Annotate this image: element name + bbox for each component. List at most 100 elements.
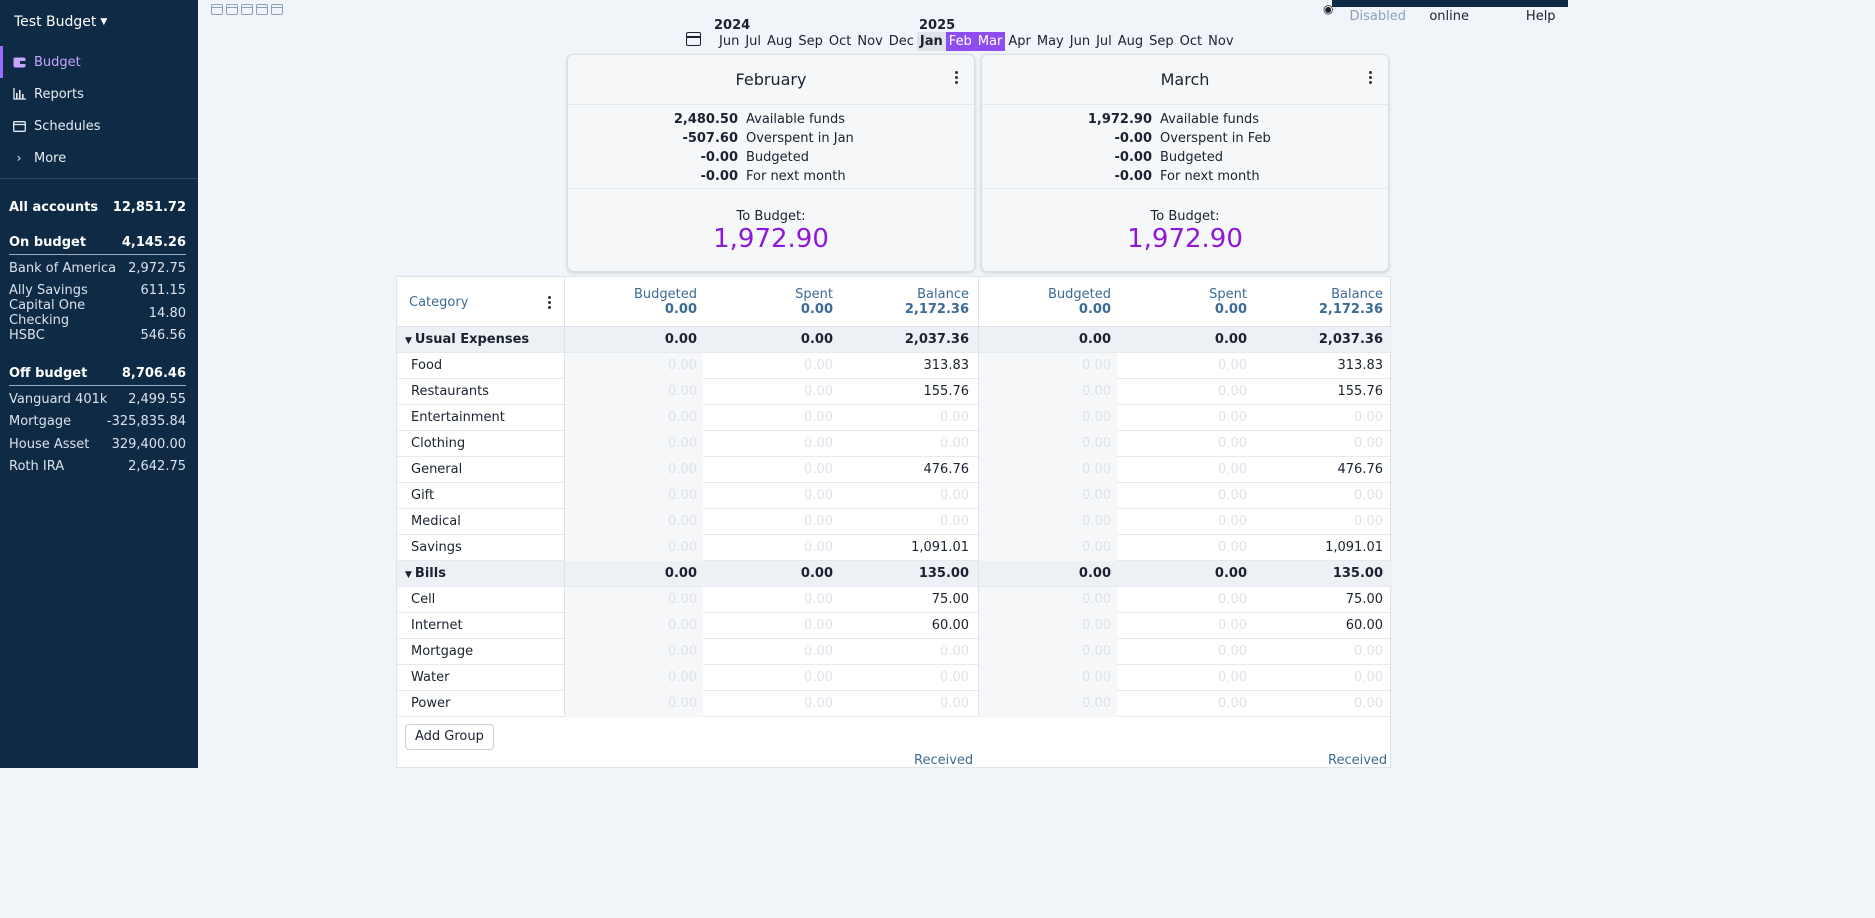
balance-cell[interactable]: 0.00 xyxy=(940,644,969,659)
balance-cell[interactable]: 2,037.36 xyxy=(1318,332,1383,347)
month-oct[interactable]: Oct xyxy=(828,34,852,49)
category-name[interactable]: Savings xyxy=(411,540,462,555)
budget-input-cell[interactable] xyxy=(565,457,703,483)
budgeted-cell[interactable]: 0.00 xyxy=(668,488,697,503)
category-name[interactable]: Mortgage xyxy=(411,644,473,659)
budget-input-cell[interactable] xyxy=(565,353,703,379)
budgeted-cell[interactable]: 0.00 xyxy=(668,514,697,529)
balance-cell[interactable]: 0.00 xyxy=(1354,514,1383,529)
balance-cell[interactable]: 0.00 xyxy=(1354,670,1383,685)
calendar-icon[interactable] xyxy=(241,4,253,15)
balance-cell[interactable]: 0.00 xyxy=(1354,436,1383,451)
budgeted-cell[interactable]: 0.00 xyxy=(668,696,697,711)
account-row[interactable]: Capital One Checking 14.80 xyxy=(9,298,186,328)
category-group-row[interactable]: ▼ Bills 0.00 0.00 135.00 0.00 0.00 135.00 xyxy=(397,561,1392,587)
group-name[interactable]: ▼ Usual Expenses xyxy=(405,332,529,347)
calendar-icon[interactable] xyxy=(226,4,238,15)
more-vertical-icon[interactable] xyxy=(548,296,551,309)
category-row[interactable]: Savings 0.00 0.00 1,091.01 0.00 0.00 1,091.01 xyxy=(397,535,1392,561)
more-vertical-icon[interactable] xyxy=(1369,71,1372,84)
month-mar[interactable]: Mar xyxy=(974,32,1006,51)
budget-input-cell[interactable] xyxy=(565,379,703,405)
category-name[interactable]: Clothing xyxy=(411,436,465,451)
category-row[interactable]: Water 0.00 0.00 0.00 0.00 0.00 0.00 xyxy=(397,665,1392,691)
account-row[interactable]: House Asset 329,400.00 xyxy=(9,433,186,456)
balance-cell[interactable]: 0.00 xyxy=(940,436,969,451)
budgeted-cell[interactable]: 0.00 xyxy=(1082,514,1111,529)
budget-input-cell[interactable] xyxy=(565,431,703,457)
month-feb[interactable]: Feb xyxy=(945,32,975,51)
month-sep[interactable]: Sep xyxy=(798,34,823,49)
budgeted-cell[interactable]: 0.00 xyxy=(1082,644,1111,659)
budget-input-cell[interactable] xyxy=(565,691,703,717)
sidebar-item-schedules[interactable]: Schedules xyxy=(0,110,198,142)
budgeted-cell[interactable]: 0.00 xyxy=(1078,332,1111,347)
budgeted-cell[interactable]: 0.00 xyxy=(1082,410,1111,425)
budget-input-cell[interactable] xyxy=(565,665,703,691)
category-row[interactable]: Food 0.00 0.00 313.83 0.00 0.00 313.83 xyxy=(397,353,1392,379)
month-nov[interactable]: Nov xyxy=(857,34,883,49)
balance-cell[interactable]: 155.76 xyxy=(1337,384,1384,399)
budget-input-cell[interactable] xyxy=(979,665,1117,691)
eye-icon[interactable]: ◉ xyxy=(1323,2,1334,16)
balance-cell[interactable]: 476.76 xyxy=(1337,462,1384,477)
category-row[interactable]: General 0.00 0.00 476.76 0.00 0.00 476.76 xyxy=(397,457,1392,483)
category-name[interactable]: Food xyxy=(411,358,442,373)
budget-input-cell[interactable] xyxy=(979,483,1117,509)
balance-cell[interactable]: 60.00 xyxy=(931,618,969,633)
budgeted-cell[interactable]: 0.00 xyxy=(668,436,697,451)
budget-input-cell[interactable] xyxy=(979,587,1117,613)
month-may[interactable]: May xyxy=(1036,34,1064,49)
balance-cell[interactable]: 0.00 xyxy=(1354,644,1383,659)
balance-cell[interactable]: 313.83 xyxy=(923,358,970,373)
account-row[interactable]: Mortgage -325,835.84 xyxy=(9,411,186,434)
budgeted-cell[interactable]: 0.00 xyxy=(664,332,697,347)
category-name[interactable]: Gift xyxy=(411,488,434,503)
account-row[interactable]: Roth IRA 2,642.75 xyxy=(9,456,186,479)
caret-down-icon[interactable]: ▼ xyxy=(405,570,412,580)
balance-cell[interactable]: 135.00 xyxy=(1332,566,1383,581)
calendar-icon[interactable] xyxy=(686,32,701,46)
budgeted-cell[interactable]: 0.00 xyxy=(1082,384,1111,399)
category-name[interactable]: Power xyxy=(411,696,450,711)
category-name[interactable]: Internet xyxy=(411,618,463,633)
category-group-row[interactable]: ▼ Usual Expenses 0.00 0.00 2,037.36 0.00 0.00 2… xyxy=(397,327,1392,353)
budgeted-cell[interactable]: 0.00 xyxy=(1082,358,1111,373)
month-oct[interactable]: Oct xyxy=(1179,34,1203,49)
budgeted-cell[interactable]: 0.00 xyxy=(668,670,697,685)
all-accounts-link[interactable]: All accounts 12,851.72 xyxy=(9,200,186,219)
month-jun[interactable]: Jun xyxy=(719,34,740,49)
budgeted-cell[interactable]: 0.00 xyxy=(668,410,697,425)
balance-cell[interactable]: 0.00 xyxy=(940,696,969,711)
budgeted-cell[interactable]: 0.00 xyxy=(668,358,697,373)
month-jul[interactable]: Jul xyxy=(1096,34,1112,49)
budget-input-cell[interactable] xyxy=(565,587,703,613)
category-row[interactable]: Medical 0.00 0.00 0.00 0.00 0.00 0.00 xyxy=(397,509,1392,535)
balance-cell[interactable]: 476.76 xyxy=(923,462,970,477)
sidebar-item-budget[interactable]: Budget xyxy=(0,46,198,78)
balance-cell[interactable]: 75.00 xyxy=(931,592,969,607)
balance-cell[interactable]: 0.00 xyxy=(940,488,969,503)
month-aug[interactable]: Aug xyxy=(767,34,793,49)
balance-cell[interactable]: 0.00 xyxy=(940,670,969,685)
balance-cell[interactable]: 313.83 xyxy=(1337,358,1384,373)
month-sep[interactable]: Sep xyxy=(1149,34,1174,49)
balance-cell[interactable]: 0.00 xyxy=(1354,696,1383,711)
month-jul[interactable]: Jul xyxy=(745,34,761,49)
balance-cell[interactable]: 2,037.36 xyxy=(904,332,969,347)
budget-input-cell[interactable] xyxy=(565,535,703,561)
budget-input-cell[interactable] xyxy=(565,639,703,665)
budget-input-cell[interactable] xyxy=(565,483,703,509)
budgeted-cell[interactable]: 0.00 xyxy=(1082,540,1111,555)
budgeted-cell[interactable]: 0.00 xyxy=(668,384,697,399)
budgeted-cell[interactable]: 0.00 xyxy=(1082,488,1111,503)
to-budget-amount[interactable]: 1,972.90 xyxy=(713,224,829,254)
balance-cell[interactable]: 1,091.01 xyxy=(1325,540,1383,555)
budget-input-cell[interactable] xyxy=(979,353,1117,379)
budget-input-cell[interactable] xyxy=(979,457,1117,483)
account-row[interactable]: HSBC 546.56 xyxy=(9,325,186,348)
category-name[interactable]: Entertainment xyxy=(411,410,505,425)
category-name[interactable]: Medical xyxy=(411,514,461,529)
budget-input-cell[interactable] xyxy=(979,639,1117,665)
balance-cell[interactable]: 0.00 xyxy=(1354,488,1383,503)
